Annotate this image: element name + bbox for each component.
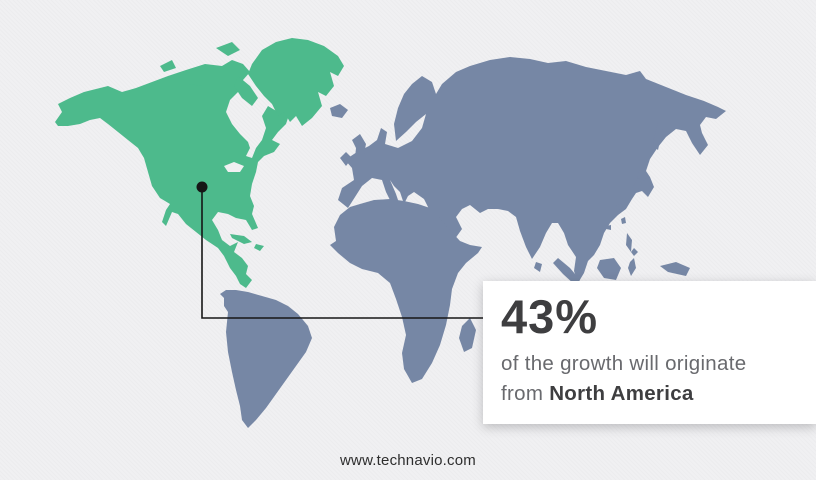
stat-description-line1: of the growth will originate xyxy=(501,351,747,375)
island-kyushu xyxy=(616,203,623,210)
island-victoria xyxy=(184,70,208,86)
island-ireland xyxy=(340,152,352,166)
island-sulawesi xyxy=(628,258,636,276)
stat-card: 43% of the growth will originate from No… xyxy=(483,281,816,424)
island-sumatra xyxy=(553,258,580,285)
callout-group xyxy=(196,181,483,319)
region-south-america xyxy=(220,290,312,428)
island-cuba xyxy=(230,234,252,244)
highlight-region-group xyxy=(55,38,344,288)
world-land-group xyxy=(220,57,726,428)
source-url: www.technavio.com xyxy=(340,452,476,469)
stat-description: of the growth will originate from North … xyxy=(501,349,806,409)
island-ellesmere xyxy=(216,42,240,56)
stat-region-name: North America xyxy=(549,381,694,405)
region-north-america-mainland xyxy=(55,60,290,288)
callout-marker-dot xyxy=(196,181,208,193)
island-banks xyxy=(160,60,176,72)
island-hispaniola xyxy=(254,244,264,251)
island-philippines xyxy=(626,233,638,256)
great-lakes xyxy=(224,162,244,172)
island-baffin xyxy=(234,76,258,106)
island-taiwan xyxy=(621,217,626,224)
stat-value: 43% xyxy=(501,290,599,343)
region-greenland xyxy=(248,38,344,126)
island-iceland xyxy=(330,104,348,118)
callout-leader-line xyxy=(201,190,483,319)
region-eurasia xyxy=(338,57,726,283)
island-honshu xyxy=(622,178,642,205)
stat-description-line2-prefix: from xyxy=(501,381,550,405)
region-africa xyxy=(330,199,482,383)
island-madagascar xyxy=(459,318,476,352)
island-sri-lanka xyxy=(534,262,542,272)
island-great-britain xyxy=(352,134,370,166)
island-hainan xyxy=(606,225,611,230)
island-hokkaido xyxy=(637,170,648,181)
island-sakhalin xyxy=(653,122,663,150)
island-borneo xyxy=(597,258,621,280)
island-new-guinea xyxy=(660,262,690,276)
